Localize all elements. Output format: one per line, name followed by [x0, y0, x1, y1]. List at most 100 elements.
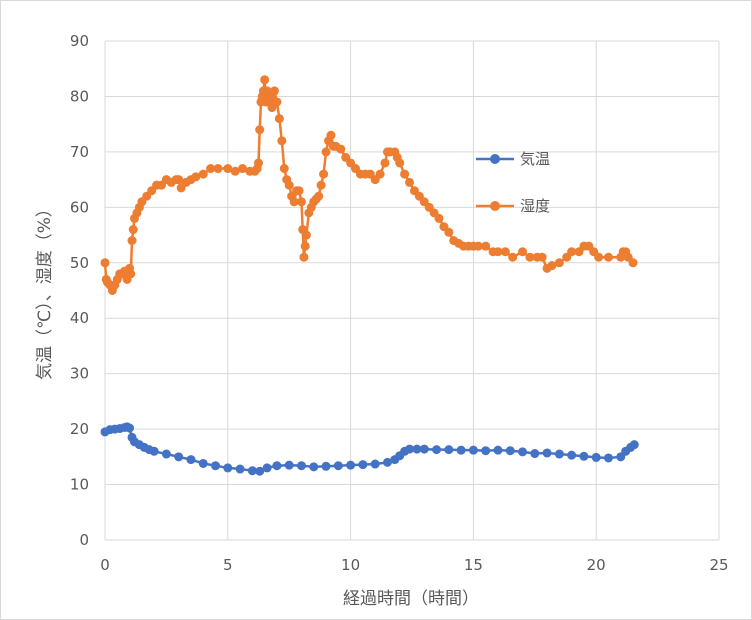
data-point — [272, 461, 282, 471]
data-point — [301, 230, 311, 240]
legend-marker — [490, 154, 500, 164]
y-tick-label: 40 — [70, 309, 89, 327]
data-point — [456, 445, 466, 455]
data-point — [186, 455, 196, 465]
data-point — [405, 444, 415, 454]
data-point — [493, 247, 503, 257]
data-point — [405, 177, 415, 187]
y-tick-label: 20 — [70, 420, 89, 438]
data-point — [213, 164, 223, 174]
x-tick-label: 5 — [223, 556, 233, 574]
data-point — [434, 213, 444, 223]
data-point — [319, 169, 329, 179]
data-point — [579, 451, 589, 461]
y-tick-label: 80 — [70, 87, 89, 105]
data-point — [296, 197, 306, 207]
x-tick-label: 10 — [341, 556, 360, 574]
y-tick-label: 10 — [70, 476, 89, 494]
x-tick-label: 0 — [100, 556, 110, 574]
data-point — [346, 460, 356, 470]
data-point — [274, 114, 284, 124]
y-axis-label: 気温（℃）、湿度（%） — [35, 200, 55, 380]
data-point — [567, 450, 577, 460]
data-point — [299, 252, 309, 262]
data-point — [294, 186, 304, 196]
y-tick-label: 0 — [79, 531, 89, 549]
data-point — [174, 175, 184, 185]
legend-item: 気温 — [476, 150, 550, 168]
data-point — [591, 452, 601, 462]
data-point — [100, 258, 110, 268]
data-point — [518, 447, 528, 457]
data-point — [314, 191, 324, 201]
data-point — [567, 247, 577, 257]
data-point — [444, 227, 454, 237]
legend-label: 気温 — [520, 150, 550, 168]
data-point — [254, 158, 263, 168]
data-point — [518, 247, 528, 257]
data-point — [628, 258, 638, 268]
data-point — [603, 453, 613, 463]
data-point — [382, 457, 392, 467]
plot-area — [100, 75, 639, 476]
data-point — [336, 144, 346, 154]
data-point — [481, 446, 491, 456]
data-point — [547, 261, 557, 271]
y-tick-label: 90 — [70, 32, 89, 50]
data-point — [149, 446, 159, 456]
gridlines — [104, 40, 720, 541]
data-point — [400, 169, 410, 179]
data-point — [493, 445, 503, 455]
data-point — [321, 461, 331, 471]
x-tick-label: 25 — [709, 556, 728, 574]
data-point — [525, 252, 535, 262]
data-point — [629, 440, 639, 450]
y-tick-label: 70 — [70, 143, 89, 161]
data-point — [262, 463, 272, 473]
data-point — [321, 147, 331, 157]
data-point — [603, 252, 613, 262]
data-point — [125, 423, 135, 433]
data-point — [238, 164, 248, 174]
data-point — [211, 461, 221, 471]
data-point — [198, 458, 208, 468]
series-line — [104, 425, 636, 473]
data-point — [255, 466, 265, 476]
legend-label: 湿度 — [520, 197, 550, 215]
data-point — [412, 444, 422, 454]
data-point — [260, 75, 270, 85]
data-point — [284, 460, 294, 470]
x-axis-label: 経過時間（時間） — [343, 589, 479, 609]
data-point — [223, 463, 233, 473]
legend-marker — [490, 201, 500, 211]
data-point — [395, 158, 405, 168]
data-point — [255, 125, 265, 135]
data-point — [289, 197, 299, 207]
data-point — [554, 449, 564, 459]
y-axis-ticks: 0 10 20 30 40 50 60 70 80 90 — [70, 32, 89, 549]
data-point — [370, 459, 380, 469]
data-point — [269, 86, 279, 96]
data-point — [235, 464, 245, 474]
data-point — [473, 241, 483, 251]
data-point — [127, 236, 137, 246]
data-point — [277, 136, 287, 146]
data-point — [223, 164, 233, 174]
data-point — [191, 172, 201, 182]
data-point — [126, 269, 136, 279]
data-point — [279, 164, 289, 174]
data-point — [508, 252, 518, 262]
data-point — [358, 460, 368, 470]
data-point — [481, 241, 491, 251]
x-tick-label: 20 — [587, 556, 606, 574]
data-point — [300, 241, 310, 251]
data-point — [174, 452, 184, 462]
data-point — [375, 169, 385, 179]
data-point — [316, 180, 326, 190]
series-humidity — [100, 75, 638, 295]
data-point — [272, 97, 282, 107]
data-point — [432, 445, 442, 455]
data-point — [468, 445, 478, 455]
